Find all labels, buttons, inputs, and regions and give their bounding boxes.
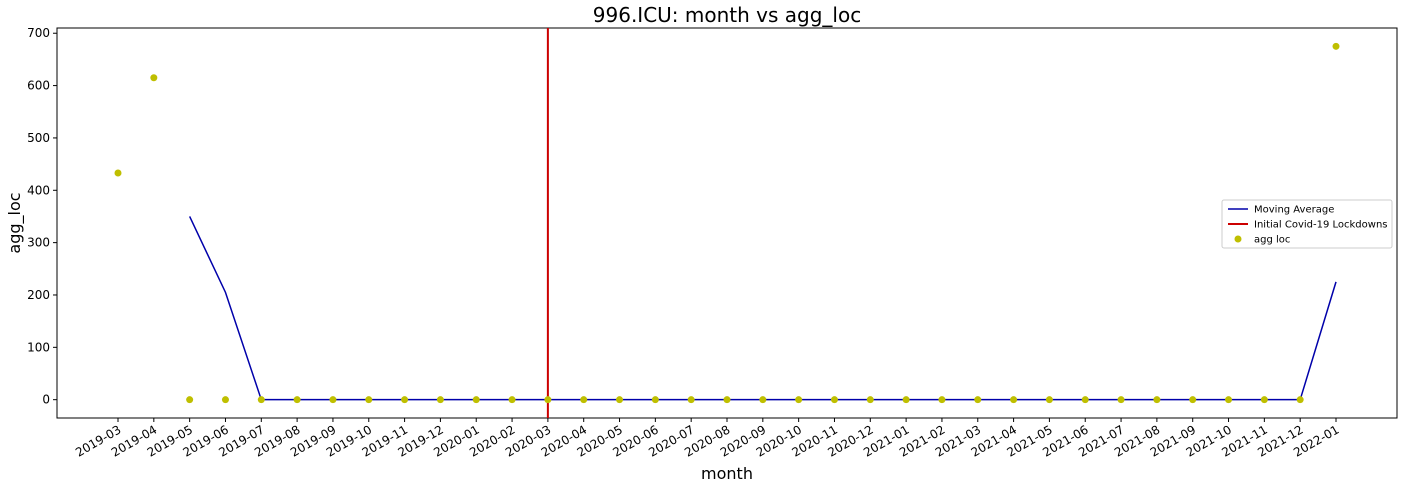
agg-loc-point: [1117, 396, 1125, 404]
legend-label: Moving Average: [1254, 205, 1334, 216]
agg-loc-point: [186, 396, 194, 404]
y-tick-label: 300: [27, 236, 50, 250]
x-axis-label: month: [701, 464, 753, 483]
agg-loc-point: [1045, 396, 1053, 404]
y-tick-label: 700: [27, 26, 50, 40]
agg-loc-point: [938, 396, 946, 404]
agg-loc-point: [866, 396, 874, 404]
agg-loc-point: [580, 396, 588, 404]
moving-average-line: [188, 216, 1337, 401]
agg-loc-point: [1189, 396, 1197, 404]
agg-loc-point: [150, 74, 158, 82]
legend-label: Initial Covid-19 Lockdowns: [1254, 220, 1388, 231]
agg-loc-point: [902, 396, 910, 404]
agg-loc-point: [329, 396, 337, 404]
agg-loc-point: [1225, 396, 1233, 404]
y-tick-label: 600: [27, 79, 50, 93]
legend-label: agg loc: [1254, 235, 1290, 246]
agg-loc-point: [651, 396, 659, 404]
plot-area: 01002003004005006007002019-032019-042019…: [27, 26, 1398, 460]
agg-loc-point: [508, 396, 516, 404]
agg-loc-point: [1153, 396, 1161, 404]
agg-loc-point: [544, 396, 552, 404]
agg-loc-point: [1332, 42, 1340, 50]
agg-loc-point: [436, 396, 444, 404]
agg-loc-point: [401, 396, 409, 404]
agg-loc-point: [221, 396, 229, 404]
legend-swatch: [1234, 235, 1242, 243]
agg-loc-point: [257, 396, 265, 404]
agg-loc-point: [1260, 396, 1268, 404]
agg-loc-point: [687, 396, 695, 404]
agg-loc-point: [472, 396, 480, 404]
y-tick-label: 100: [27, 340, 50, 354]
agg-loc-point: [365, 396, 373, 404]
agg-loc-point: [759, 396, 767, 404]
agg-loc-point: [114, 169, 122, 177]
plot-frame: [56, 27, 1398, 419]
agg-loc-point: [795, 396, 803, 404]
legend: Moving Average Initial Covid-19 Lockdowns…: [1221, 199, 1393, 249]
y-tick-label: 200: [27, 288, 50, 302]
agg-loc-point: [1010, 396, 1018, 404]
y-axis-label: agg_loc: [5, 192, 25, 253]
legend-box: [1221, 199, 1393, 249]
y-tick-label: 400: [27, 183, 50, 197]
agg-loc-point: [1296, 396, 1304, 404]
y-tick-label: 0: [42, 393, 50, 407]
y-tick-label: 500: [27, 131, 50, 145]
agg-loc-point: [723, 396, 731, 404]
agg-loc-point: [1081, 396, 1089, 404]
agg-loc-point: [830, 396, 838, 404]
chart-title: 996.ICU: month vs agg_loc: [593, 3, 861, 27]
agg-loc-point: [293, 396, 301, 404]
agg-loc-point: [974, 396, 982, 404]
agg-loc-point: [616, 396, 624, 404]
